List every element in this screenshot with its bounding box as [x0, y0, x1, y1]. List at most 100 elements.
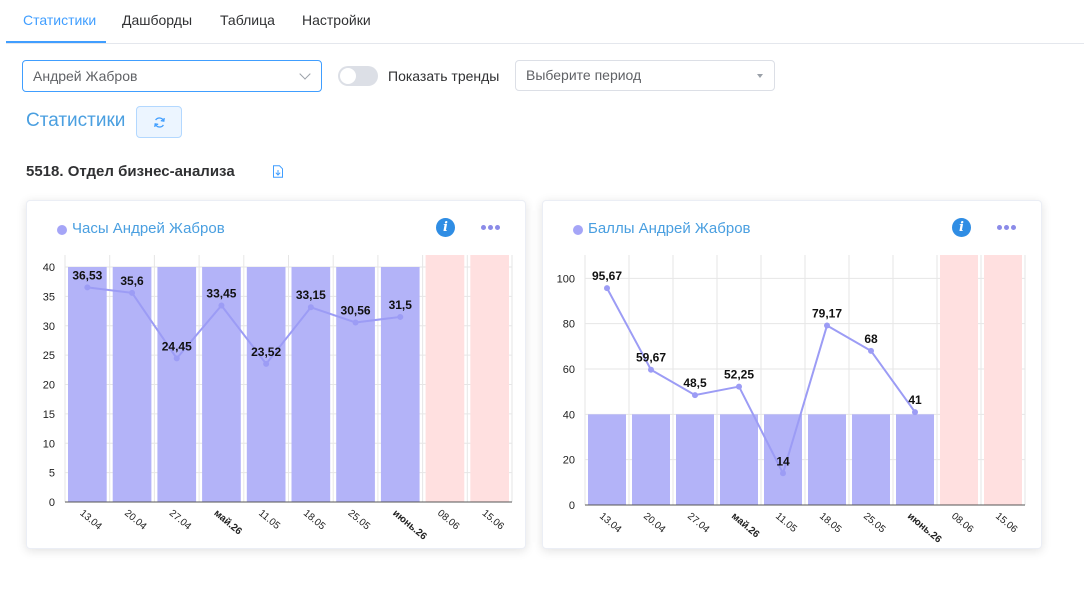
- bar: [336, 267, 375, 502]
- future-period-band: [984, 255, 1022, 505]
- active-tab-indicator: [6, 41, 106, 43]
- x-tick-label: 18.05: [817, 511, 844, 536]
- data-point: [84, 284, 91, 291]
- x-tick-label: 15.06: [993, 511, 1020, 536]
- series-line: [87, 286, 401, 366]
- data-point: [352, 319, 359, 326]
- tab-dashboards[interactable]: Дашборды: [122, 12, 192, 28]
- x-tick-label: май.26: [729, 511, 762, 541]
- trend-toggle[interactable]: [338, 66, 378, 86]
- bar: [676, 414, 714, 505]
- bar: [68, 267, 107, 502]
- future-period-band: [425, 255, 465, 502]
- data-point: [263, 360, 270, 367]
- series-line: [606, 287, 916, 476]
- data-label: 59,67: [636, 351, 666, 365]
- export-document-icon[interactable]: [272, 165, 284, 178]
- bar: [632, 414, 670, 505]
- period-select-placeholder: Выберите период: [526, 67, 642, 83]
- y-tick-label: 35: [43, 291, 55, 303]
- data-label: 30,56: [341, 303, 371, 317]
- data-point: [173, 355, 180, 362]
- data-label: 36,53: [72, 268, 102, 282]
- data-point: [868, 347, 874, 354]
- data-label: 23,52: [251, 345, 281, 359]
- hours-chart-card: Часы Андрей Жабров i 0 5 10 15 20 25 30 35 40 13.…: [26, 200, 526, 549]
- data-point: [218, 302, 225, 309]
- future-period-band: [940, 255, 978, 505]
- data-label: 68: [864, 332, 878, 346]
- legend-dot: [57, 225, 67, 235]
- more-options-icon[interactable]: [481, 225, 500, 231]
- x-tick-label: 15.06: [480, 508, 507, 533]
- x-tick-label: 20.04: [641, 511, 668, 536]
- data-label: 41: [908, 393, 922, 407]
- tab-bar: Статистики Дашборды Таблица Настройки: [6, 0, 1084, 44]
- chart-title: Баллы Андрей Жабров: [588, 220, 751, 237]
- points-chart: 0 20 40 60 80 100 13.04 20.04 27.04 май.26 11.05 18…: [557, 255, 1026, 546]
- y-tick-label: 100: [557, 273, 575, 285]
- data-label: 52,25: [724, 368, 754, 382]
- y-tick-label: 30: [43, 321, 55, 333]
- y-tick-label: 20: [563, 455, 575, 467]
- bar: [380, 267, 420, 502]
- bar: [588, 414, 626, 505]
- y-tick-label: 20: [43, 380, 55, 392]
- period-select[interactable]: Выберите период: [515, 60, 775, 91]
- bar: [157, 267, 197, 502]
- tab-statistics[interactable]: Статистики: [23, 12, 97, 28]
- data-label: 14: [776, 454, 790, 468]
- trend-toggle-label: Показать тренды: [388, 68, 500, 84]
- more-options-icon[interactable]: [997, 225, 1016, 231]
- chevron-down-icon: [299, 68, 311, 80]
- bar: [720, 414, 758, 505]
- refresh-icon: [154, 117, 165, 128]
- caret-down-icon: [757, 74, 763, 78]
- bar: [112, 267, 152, 502]
- refresh-button[interactable]: [136, 106, 182, 138]
- x-tick-label: 27.04: [685, 511, 712, 536]
- section-title: Статистики: [26, 110, 126, 131]
- x-tick-label: май.26: [212, 508, 245, 538]
- data-label: 33,45: [206, 286, 236, 300]
- y-tick-label: 80: [563, 319, 575, 331]
- bar: [291, 267, 331, 502]
- y-tick-label: 60: [563, 364, 575, 376]
- y-tick-label: 10: [43, 438, 55, 450]
- x-tick-label: июнь.26: [905, 511, 944, 546]
- tab-table[interactable]: Таблица: [220, 12, 275, 28]
- data-point: [780, 470, 786, 477]
- y-tick-label: 0: [49, 497, 55, 509]
- data-label: 35,6: [120, 274, 144, 288]
- x-tick-label: 27.04: [167, 508, 194, 533]
- bar: [202, 267, 241, 502]
- data-label: 31,5: [389, 298, 413, 312]
- toggle-knob: [340, 68, 356, 84]
- x-tick-label: 25.05: [861, 511, 888, 536]
- x-tick-label: 18.05: [301, 508, 328, 533]
- chart-title: Часы Андрей Жабров: [72, 220, 225, 237]
- tab-settings[interactable]: Настройки: [302, 12, 371, 28]
- x-tick-label: 11.05: [256, 508, 282, 532]
- info-icon[interactable]: i: [436, 218, 455, 237]
- points-chart-card: Баллы Андрей Жабров i 0 20 40 60 80 100 13.04 2…: [542, 200, 1042, 549]
- x-tick-label: 08.06: [949, 511, 976, 536]
- x-tick-label: июнь.26: [390, 508, 429, 543]
- data-label: 33,15: [296, 288, 326, 302]
- user-select[interactable]: Андрей Жабров: [22, 60, 322, 92]
- data-point: [692, 392, 698, 399]
- data-label: 79,17: [812, 307, 842, 321]
- legend-dot: [573, 225, 583, 235]
- bar: [246, 267, 286, 502]
- bar: [808, 414, 846, 505]
- info-icon[interactable]: i: [952, 218, 971, 237]
- x-tick-label: 13.04: [597, 511, 624, 536]
- x-tick-label: 11.05: [773, 511, 799, 535]
- data-point: [648, 366, 654, 373]
- data-point: [736, 383, 742, 390]
- y-tick-label: 0: [569, 500, 575, 512]
- y-tick-label: 40: [43, 262, 55, 274]
- x-tick-label: 20.04: [122, 508, 149, 533]
- x-tick-label: 25.05: [346, 508, 373, 533]
- data-point: [604, 285, 610, 292]
